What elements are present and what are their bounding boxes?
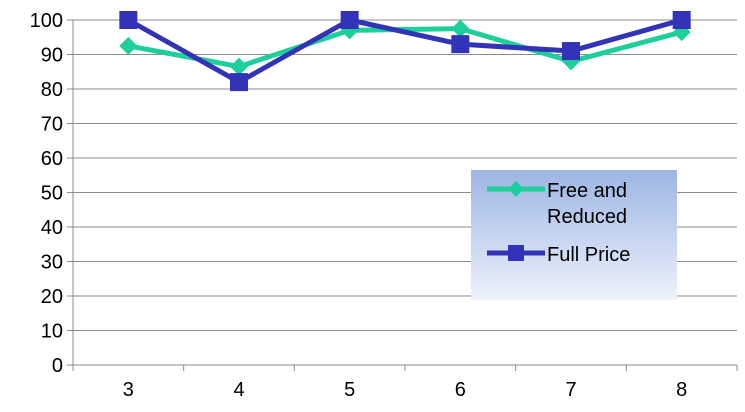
- y-tick-label: 80: [41, 79, 63, 101]
- x-tick-label: 7: [565, 379, 576, 401]
- series-0: [119, 19, 691, 76]
- data-point-square: [119, 11, 138, 29]
- series-1: [119, 11, 691, 92]
- x-tick-label: 8: [676, 379, 687, 401]
- gridlines: [73, 19, 737, 331]
- series-line: [127, 17, 683, 85]
- axes: [67, 19, 738, 371]
- y-tick-label: 40: [41, 217, 63, 239]
- y-tick-label: 50: [41, 183, 63, 205]
- legend-label-full-price: Full Price: [547, 244, 631, 266]
- legend-marker-square-icon: [487, 245, 545, 261]
- data-point-diamond: [230, 57, 248, 76]
- legend-label-free-reduced: Free and Reduced: [547, 180, 628, 228]
- y-tick-label: 0: [52, 355, 63, 377]
- legend-swatch-full-price: [485, 242, 547, 264]
- y-tick-label: 90: [41, 45, 63, 67]
- legend-item-full-price: Full Price: [485, 242, 667, 268]
- x-tick-label: 3: [123, 379, 134, 401]
- y-tick-label: 70: [41, 114, 63, 136]
- data-point-square: [230, 73, 248, 92]
- data-point-square: [672, 11, 691, 29]
- data-point-square: [562, 42, 580, 61]
- data-point-diamond: [119, 36, 138, 55]
- y-tick-label: 30: [41, 252, 63, 274]
- x-tick-label: 5: [344, 379, 355, 401]
- series-lines: [119, 11, 691, 92]
- series-line: [127, 26, 683, 70]
- x-tick-label: 6: [455, 379, 466, 401]
- data-point-square: [340, 11, 359, 29]
- legend-marker-diamond-icon: [487, 181, 545, 197]
- legend-item-free-reduced: Free and Reduced: [485, 178, 667, 230]
- y-tick-label: 100: [30, 10, 63, 32]
- chart-legend: Free and Reduced Full Price: [471, 170, 677, 300]
- tick-labels: 0 10 20 30 40 50 60 70 80 90 100 3 4 5 6 7 8: [30, 10, 688, 401]
- y-tick-label: 10: [41, 321, 63, 343]
- y-tick-label: 20: [41, 286, 63, 308]
- legend-swatch-free-reduced: [485, 178, 547, 200]
- data-point-diamond: [451, 19, 470, 38]
- y-tick-label: 60: [41, 148, 63, 170]
- x-tick-label: 4: [233, 379, 244, 401]
- data-point-square: [451, 35, 470, 54]
